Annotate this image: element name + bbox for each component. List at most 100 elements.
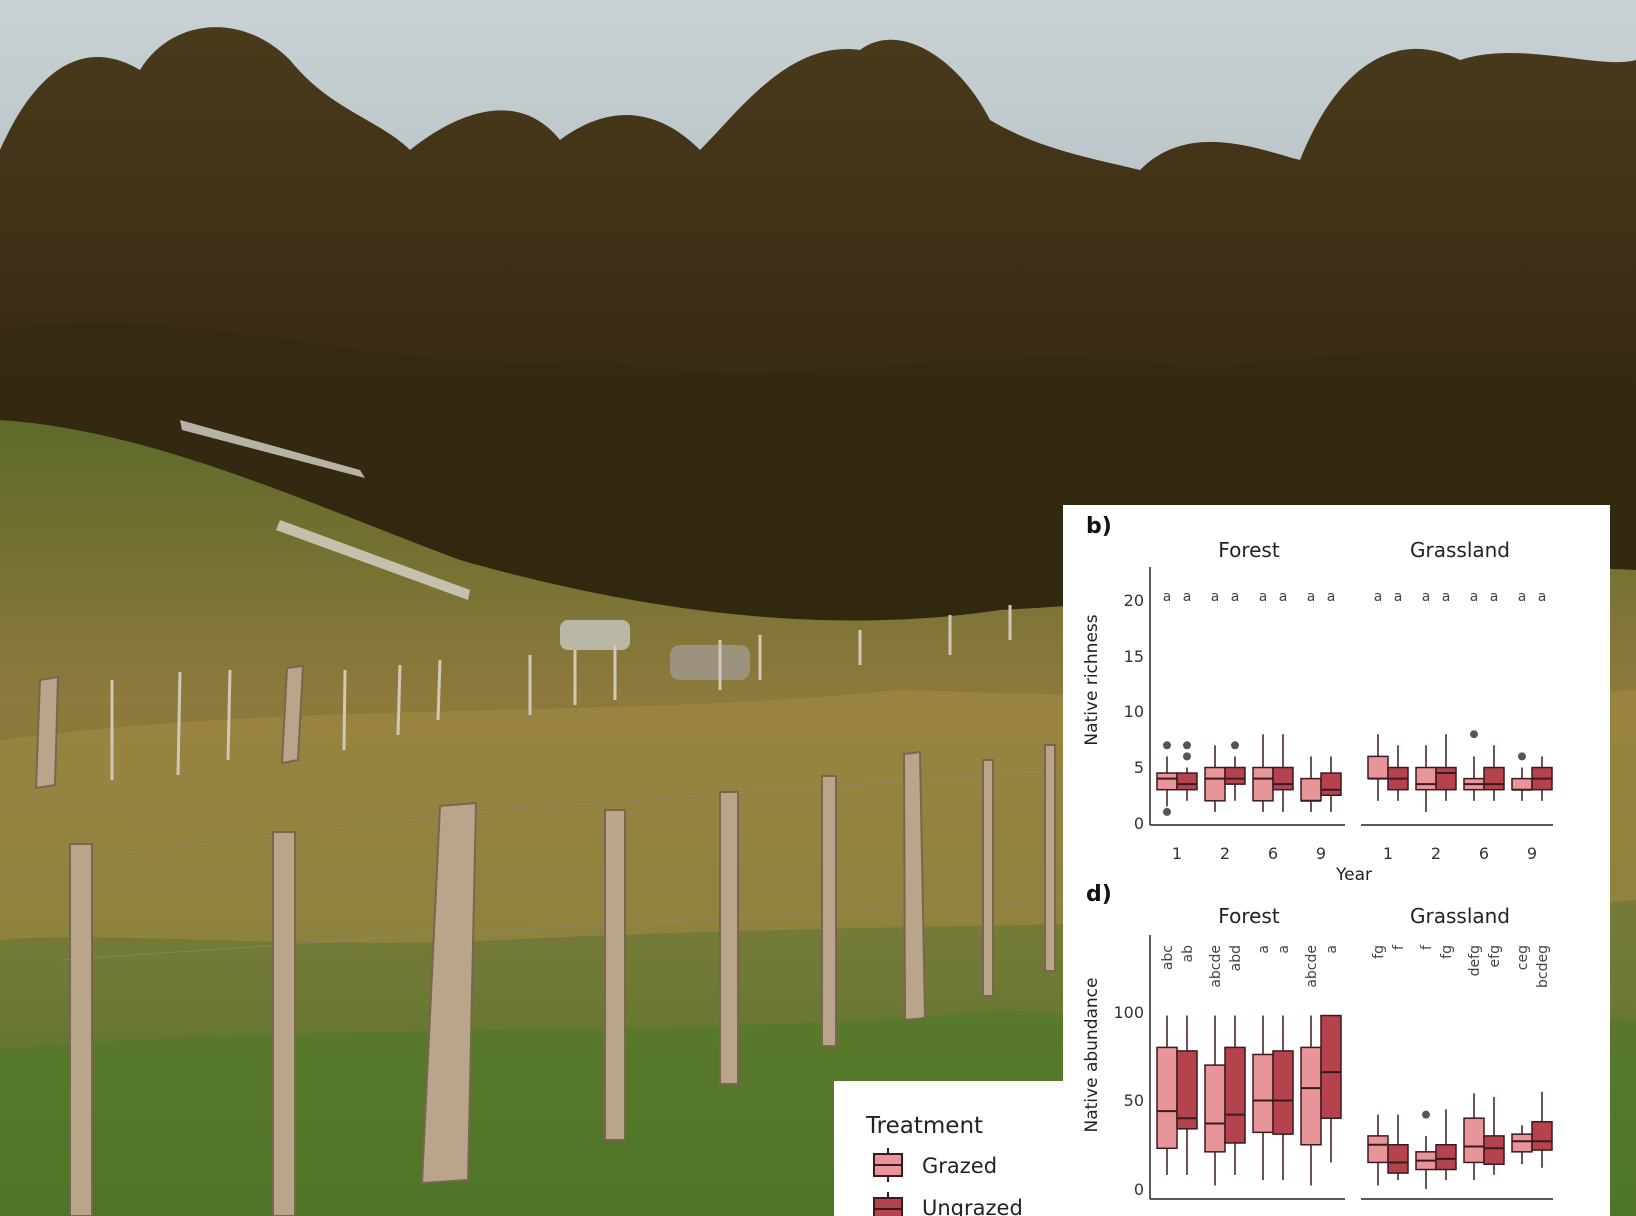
fence-wire: [59, 769, 1061, 961]
xlabel-year: Year: [1335, 865, 1372, 885]
panel-label-b: b): [1086, 514, 1112, 539]
significance-letter: abcde: [1208, 945, 1224, 988]
fallen-logs: [180, 420, 750, 680]
significance-letter: bcdeg: [1535, 945, 1551, 988]
boxplot-figure: b) Forest Grassland Native richness Year…: [1082, 514, 1553, 1200]
significance-letter: a: [1374, 589, 1383, 605]
ytick: 15: [1124, 647, 1144, 666]
ylabel-richness: Native richness: [1082, 614, 1102, 745]
legend-item-ungrazed: Ungrazed: [922, 1196, 1023, 1216]
ytick: 20: [1124, 591, 1144, 610]
box-ungrazed: [1272, 1050, 1294, 1135]
significance-letter: a: [1256, 945, 1272, 954]
box-ungrazed: [1387, 1144, 1409, 1174]
outlier-point: [1183, 741, 1191, 750]
significance-letter: fg: [1371, 945, 1387, 959]
significance-letter: ceg: [1515, 945, 1531, 970]
significance-letter: defg: [1467, 945, 1483, 976]
significance-letter: ab: [1180, 945, 1196, 963]
ytick: 100: [1113, 1003, 1144, 1022]
significance-letter: a: [1231, 589, 1240, 605]
box-ungrazed: [1224, 766, 1246, 785]
box-grazed: [1204, 1064, 1226, 1153]
ytick: 0: [1134, 1180, 1144, 1199]
fence-posts: [34, 664, 1056, 1216]
significance-letter: fg: [1439, 945, 1455, 959]
significance-letter: a: [1518, 589, 1527, 605]
box-ungrazed: [1531, 1120, 1553, 1151]
box-grazed: [1463, 1117, 1485, 1164]
ylabel-abundance: Native abundance: [1082, 978, 1102, 1133]
significance-letter: a: [1422, 589, 1431, 605]
box-grazed: [1300, 1046, 1322, 1146]
box-grazed: [1367, 1135, 1389, 1164]
significance-letter: abd: [1228, 945, 1244, 971]
facet-grassland-d: Grassland: [1410, 904, 1510, 928]
legend-title: Treatment: [865, 1113, 983, 1139]
box-grazed: [1204, 766, 1226, 802]
significance-letter: f: [1419, 944, 1435, 950]
box-grazed: [1415, 766, 1437, 791]
box-grazed: [1367, 755, 1389, 780]
legend-key-grazed: [873, 1148, 903, 1182]
box-ungrazed: [1320, 1014, 1342, 1119]
box-ungrazed: [1176, 1050, 1198, 1130]
significance-letter: a: [1211, 589, 1220, 605]
legend: Treatment Grazed Ungrazed: [834, 1081, 1063, 1216]
significance-letter: a: [1442, 589, 1451, 605]
panel-label-d: d): [1086, 882, 1112, 907]
facet-forest-d: Forest: [1218, 904, 1280, 928]
figure-panel: b) Forest Grassland Native richness Year…: [1063, 505, 1610, 1216]
outlier-point: [1183, 752, 1191, 761]
xtick: 6: [1479, 844, 1489, 863]
legend-key-ungrazed: [873, 1192, 903, 1216]
box-ungrazed: [1435, 766, 1457, 791]
significance-letter: a: [1183, 589, 1192, 605]
box-grazed: [1511, 777, 1533, 791]
significance-letter: a: [1490, 589, 1499, 605]
significance-letter: abcde: [1304, 945, 1320, 988]
significance-letter: a: [1324, 945, 1340, 954]
xtick: 9: [1316, 844, 1326, 863]
facet-grassland-b: Grassland: [1410, 538, 1510, 562]
outlier-point: [1422, 1110, 1430, 1119]
facet-forest-b: Forest: [1218, 538, 1280, 562]
box-ungrazed: [1320, 772, 1342, 796]
outlier-point: [1470, 730, 1478, 739]
outlier-point: [1163, 807, 1171, 816]
box-ungrazed: [1176, 772, 1198, 791]
ytick: 10: [1124, 702, 1144, 721]
legend-item-grazed: Grazed: [922, 1154, 997, 1178]
significance-letter: efg: [1487, 945, 1503, 967]
xtick: 2: [1431, 844, 1441, 863]
box-ungrazed: [1483, 766, 1505, 791]
outlier-point: [1231, 741, 1239, 750]
distant-fence: [110, 605, 1012, 780]
ytick: 50: [1124, 1091, 1144, 1110]
box-ungrazed: [1224, 1046, 1246, 1144]
significance-letter: a: [1279, 589, 1288, 605]
xtick: 1: [1383, 844, 1393, 863]
significance-letter: a: [1327, 589, 1336, 605]
xtick: 2: [1220, 844, 1230, 863]
significance-letter: abc: [1160, 945, 1176, 970]
box-ungrazed: [1272, 766, 1294, 791]
significance-letter: a: [1394, 589, 1403, 605]
xtick: 1: [1172, 844, 1182, 863]
outlier-point: [1163, 741, 1171, 750]
significance-letter: a: [1307, 589, 1316, 605]
box-ungrazed: [1483, 1135, 1505, 1165]
ytick: 5: [1134, 758, 1144, 777]
significance-letter: f: [1391, 944, 1407, 950]
box-ungrazed: [1435, 1144, 1457, 1171]
box-grazed: [1156, 772, 1178, 791]
significance-letter: a: [1538, 589, 1547, 605]
significance-letter: a: [1163, 589, 1172, 605]
xtick: 6: [1268, 844, 1278, 863]
xtick: 9: [1527, 844, 1537, 863]
significance-letter: a: [1470, 589, 1479, 605]
outlier-point: [1518, 752, 1526, 761]
box-grazed: [1300, 777, 1322, 802]
box-grazed: [1511, 1133, 1533, 1153]
box-grazed: [1252, 766, 1274, 802]
